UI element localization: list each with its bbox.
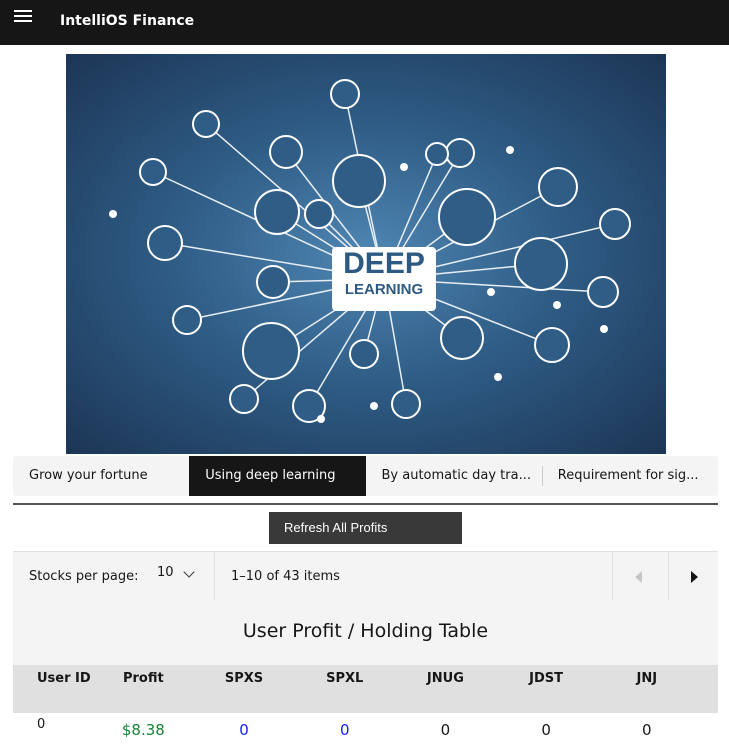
dot-node — [506, 146, 514, 154]
icon-node — [147, 225, 183, 261]
dot-node — [487, 288, 495, 296]
icon-node — [587, 276, 619, 308]
pagination-bar: Stocks per page: 10 1–10 of 43 items — [13, 551, 718, 601]
icon-node — [534, 327, 570, 363]
jnug-cell: 0 — [440, 721, 451, 739]
icon-node — [254, 189, 300, 235]
refresh-all-profits-button[interactable]: Refresh All Profits — [269, 512, 462, 544]
icon-node — [292, 389, 326, 423]
icon-node — [445, 138, 475, 168]
icon-node — [514, 237, 568, 291]
caret-left-icon — [635, 571, 642, 583]
divider — [13, 503, 718, 505]
icon-node — [229, 384, 259, 414]
profit-cell: $8.38 — [121, 721, 165, 739]
next-page-button[interactable] — [668, 552, 718, 601]
icon-node — [139, 158, 167, 186]
icon-node — [192, 110, 220, 138]
icon-node — [440, 316, 484, 360]
user-id-cell: 0 — [37, 717, 46, 732]
icon-node — [349, 339, 379, 369]
column-header[interactable]: SPXS — [224, 671, 264, 686]
deep-learning-banner-image: DEEP LEARNING — [66, 54, 666, 454]
divider — [214, 552, 215, 601]
dot-node — [494, 373, 502, 381]
icon-node — [304, 199, 334, 229]
icon-node — [242, 322, 300, 380]
content-tabs: Grow your fortune Using deep learning By… — [13, 456, 718, 496]
column-header[interactable]: JDST — [529, 671, 564, 686]
icon-node — [330, 79, 360, 109]
dot-node — [109, 210, 117, 218]
table-title: User Profit / Holding Table — [13, 600, 718, 665]
table-header: User ID Profit SPXS SPXL JNUG JDST JNJ — [13, 665, 718, 713]
icon-node — [269, 135, 303, 169]
dot-node — [600, 325, 608, 333]
icon-node — [438, 188, 496, 246]
dot-node — [317, 415, 325, 423]
spxl-cell[interactable]: 0 — [339, 721, 350, 739]
icon-node — [391, 389, 421, 419]
tab-requirement[interactable]: Requirement for sig... — [541, 456, 718, 496]
caret-right-icon — [691, 571, 698, 583]
icon-node — [538, 167, 578, 207]
dot-node — [553, 301, 561, 309]
tab-using-deep-learning[interactable]: Using deep learning — [189, 456, 366, 496]
hamburger-icon[interactable] — [14, 10, 32, 24]
icon-node — [256, 265, 290, 299]
tab-automatic-day-trading[interactable]: By automatic day tra... — [381, 468, 531, 483]
table-row: 0 $8.38 0 0 0 0 0 — [13, 713, 718, 747]
icon-node — [599, 208, 631, 240]
app-title: IntelliOS Finance — [60, 13, 195, 29]
app-header: IntelliOS Finance — [0, 0, 729, 45]
deep-learning-logo: DEEP LEARNING — [332, 247, 436, 311]
chevron-down-icon[interactable] — [183, 566, 195, 578]
column-header[interactable]: JNJ — [636, 671, 658, 686]
per-page-label: Stocks per page: — [29, 569, 139, 584]
item-range: 1–10 of 43 items — [231, 569, 340, 584]
dot-node — [370, 402, 378, 410]
per-page-select[interactable]: 10 — [157, 565, 174, 580]
icon-node — [425, 142, 449, 166]
jnj-cell: 0 — [642, 721, 652, 739]
column-header[interactable]: SPXL — [326, 671, 364, 686]
column-header[interactable]: JNUG — [426, 671, 464, 686]
dot-node — [400, 163, 408, 171]
previous-page-button[interactable] — [612, 552, 668, 601]
column-header[interactable]: Profit — [122, 671, 164, 686]
icon-node — [332, 154, 386, 208]
spxs-cell[interactable]: 0 — [239, 721, 249, 739]
tab-grow-your-fortune[interactable]: Grow your fortune — [29, 468, 148, 483]
jdst-cell: 0 — [541, 721, 551, 739]
icon-node — [172, 305, 202, 335]
column-header[interactable]: User ID — [37, 671, 91, 686]
